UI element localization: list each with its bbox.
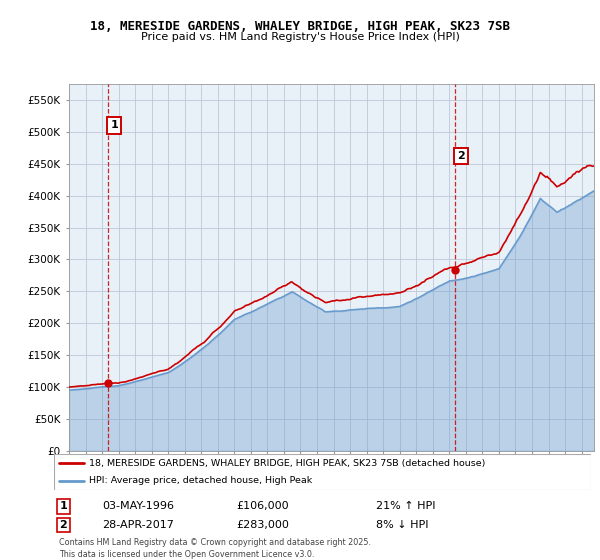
Text: 21% ↑ HPI: 21% ↑ HPI xyxy=(376,501,436,511)
Text: Contains HM Land Registry data © Crown copyright and database right 2025.
This d: Contains HM Land Registry data © Crown c… xyxy=(59,538,371,558)
Text: 18, MERESIDE GARDENS, WHALEY BRIDGE, HIGH PEAK, SK23 7SB: 18, MERESIDE GARDENS, WHALEY BRIDGE, HIG… xyxy=(90,20,510,32)
Text: HPI: Average price, detached house, High Peak: HPI: Average price, detached house, High… xyxy=(89,477,312,486)
Text: 2: 2 xyxy=(59,520,67,530)
Text: 18, MERESIDE GARDENS, WHALEY BRIDGE, HIGH PEAK, SK23 7SB (detached house): 18, MERESIDE GARDENS, WHALEY BRIDGE, HIG… xyxy=(89,459,485,468)
Text: £106,000: £106,000 xyxy=(236,501,289,511)
Text: 2: 2 xyxy=(457,151,465,161)
Text: 8% ↓ HPI: 8% ↓ HPI xyxy=(376,520,428,530)
Text: 28-APR-2017: 28-APR-2017 xyxy=(103,520,174,530)
FancyBboxPatch shape xyxy=(54,454,591,490)
Text: 03-MAY-1996: 03-MAY-1996 xyxy=(103,501,175,511)
Text: 1: 1 xyxy=(59,501,67,511)
Text: 1: 1 xyxy=(110,120,118,130)
Text: Price paid vs. HM Land Registry's House Price Index (HPI): Price paid vs. HM Land Registry's House … xyxy=(140,32,460,43)
Text: £283,000: £283,000 xyxy=(236,520,289,530)
